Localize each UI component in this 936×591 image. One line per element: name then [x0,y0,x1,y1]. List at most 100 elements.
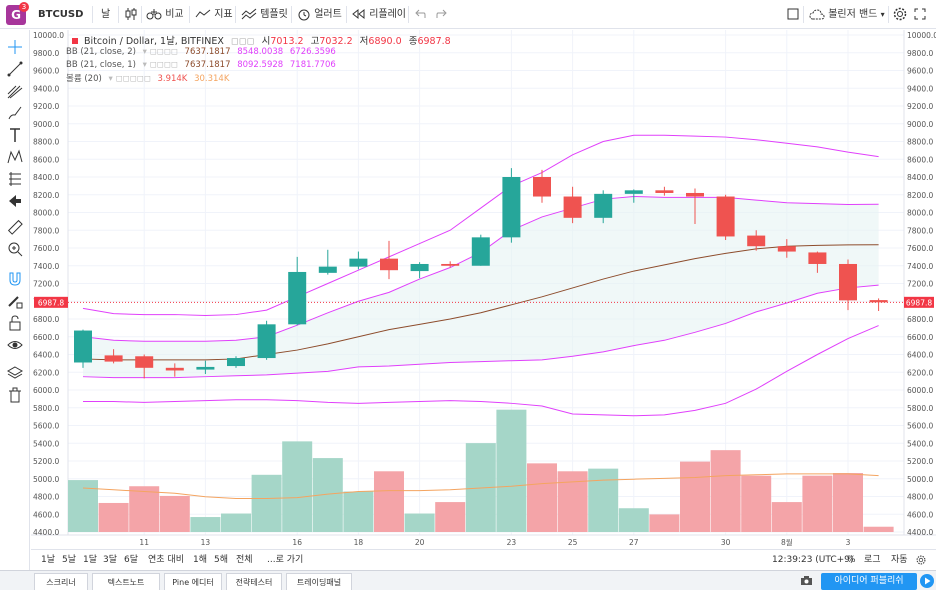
bb2-legend[interactable]: BB (21, close, 1) ▾ ◻◻◻◻ 7637.1817 8092.… [66,60,340,70]
volume-bar [374,471,404,532]
price-chart[interactable]: 4400.0 4600.0 4800.0 5000.0 5200.0 5400.0 5600… [31,30,936,549]
snapshot-button[interactable] [800,575,813,589]
axis-settings-button[interactable] [916,550,926,571]
prediction-tool[interactable] [6,170,24,188]
log-toggle[interactable]: 로그 [864,555,881,565]
range-button[interactable]: 3달 [103,555,118,565]
camera-toolbar-button[interactable] [914,0,926,29]
tab-screener[interactable]: 스크리너 [34,573,88,590]
time-axis-label: 23 [507,538,517,547]
chevron-down-icon: ▾ [880,10,885,19]
play-button[interactable] [920,574,934,588]
left-price-axis: 4400.0 4600.0 4800.0 5000.0 5200.0 5400.0 5600… [33,31,64,537]
candle-body [716,196,735,237]
left-axis-tick: 8200.0 [33,191,59,200]
fullscreen-button[interactable] [787,0,799,29]
symbol-search[interactable]: BTCUSD [38,9,84,20]
brush-icon [8,106,22,120]
last-price-line: 6987.8 6987.8 [34,296,934,308]
bb1-legend[interactable]: BB (21, close, 2) ▾ ◻◻◻◻ 7637.1817 8548.… [66,47,340,57]
time-axis-label: 25 [568,538,578,547]
undo-button[interactable] [414,0,426,29]
high-label: 고 [310,36,320,47]
legend-options-icon[interactable]: ◻◻◻ [230,36,255,47]
series-title: Bitcoin / Dollar, 1날, BITFINEX [84,36,224,47]
range-button[interactable]: 5해 [214,555,229,565]
bb-lower-1-line [82,284,879,379]
interval-button[interactable]: 날 [101,9,111,20]
zoom-tool[interactable] [6,240,24,258]
right-axis-tick: 5800.0 [907,404,933,413]
range-button[interactable]: 전체 [236,555,253,565]
right-axis-tick: 7200.0 [907,280,933,289]
candle-body [74,330,92,363]
visibility-tool[interactable] [6,336,24,354]
bb2-options-icon[interactable]: ▾ ◻◻◻◻ [142,60,178,70]
bb1-options-icon[interactable]: ▾ ◻◻◻◻ [142,47,178,57]
chart-type-button[interactable] [125,0,137,29]
footer-panel-bar: 스크리너 텍스트노트 Pine 에디터 전략테스터 트레이딩패널 아이디어 퍼블… [0,570,936,590]
replay-label: 리플레이 [369,9,406,20]
candle-body [349,258,368,267]
clock-time[interactable]: 12:39:23 (UTC+9) [772,555,854,565]
range-button[interactable]: 6달 [124,555,139,565]
arrow-left-icon [9,195,21,207]
layout-save-button[interactable]: 볼린저 밴드 ▾ [809,0,885,29]
percent-toggle[interactable]: % [847,555,856,565]
range-button[interactable]: 1날 [41,555,56,565]
trendline-icon [7,61,23,77]
templates-button[interactable]: 템플릿 [241,0,288,29]
trash-tool[interactable] [6,386,24,404]
volume-options-icon[interactable]: ▾ ◻◻◻◻◻ [108,74,151,84]
magnet-tool[interactable] [6,270,24,288]
tab-strategy-tester[interactable]: 전략테스터 [226,573,282,590]
alert-button[interactable]: 얼러트 [297,0,342,29]
right-axis-tick: 9400.0 [907,84,933,93]
crosshair-tool[interactable] [6,38,24,56]
brush-tool[interactable] [6,104,24,122]
settings-button[interactable] [893,0,907,29]
range-button[interactable]: 5날 [62,555,77,565]
range-button[interactable]: 1해 [193,555,208,565]
volume-bar [496,409,527,532]
goto-date-button[interactable]: ...로 가기 [267,555,304,565]
right-axis-tick: 9800.0 [907,49,933,58]
prediction-icon [9,172,21,186]
left-axis-tick: 8800.0 [33,138,59,147]
drawing-mode-tool[interactable] [6,292,24,310]
layers-tool[interactable] [6,364,24,382]
pattern-tool[interactable] [6,148,24,166]
range-button[interactable]: 1달 [83,555,98,565]
candle-body [624,190,643,194]
left-axis-tick: 6000.0 [33,386,59,395]
lock-tool[interactable] [6,314,24,332]
tab-trading-panel[interactable]: 트레이딩패널 [286,573,352,590]
time-axis-label: 8월 [781,537,793,547]
candle-body [533,177,551,197]
candle-body [196,366,215,370]
publish-idea-button[interactable]: 아이디어 퍼블리쉬 [821,573,917,590]
range-button[interactable]: 연초 대비 [148,555,184,565]
pitchfork-tool[interactable] [6,82,24,100]
replay-button[interactable]: 리플레이 [352,0,406,29]
text-tool[interactable] [6,126,24,144]
ruler-tool[interactable] [6,218,24,236]
volume-bar [68,480,98,532]
right-price-axis[interactable]: 4400.0 4600.0 4800.0 5000.0 5200.0 5400.0 5600… [907,31,936,537]
candle-body [104,355,123,362]
back-arrow-tool[interactable] [6,192,24,210]
candle-body [227,358,245,367]
tab-text-notes[interactable]: 텍스트노트 [92,573,160,590]
trendline-tool[interactable] [6,60,24,78]
volume-legend[interactable]: 볼륨 (20) ▾ ◻◻◻◻◻ 3.914K 30.314K [66,72,233,84]
compare-button[interactable]: 비교 [146,0,184,29]
indicators-button[interactable]: 지표 [195,0,233,29]
right-axis-tick: 8400.0 [907,173,933,182]
volume-bar [129,486,160,532]
auto-toggle[interactable]: 자동 [891,555,908,565]
left-axis-tick: 4400.0 [33,528,59,537]
redo-button[interactable] [436,0,448,29]
volume-bar [190,517,221,532]
tab-pine-editor[interactable]: Pine 에디터 [164,573,222,590]
